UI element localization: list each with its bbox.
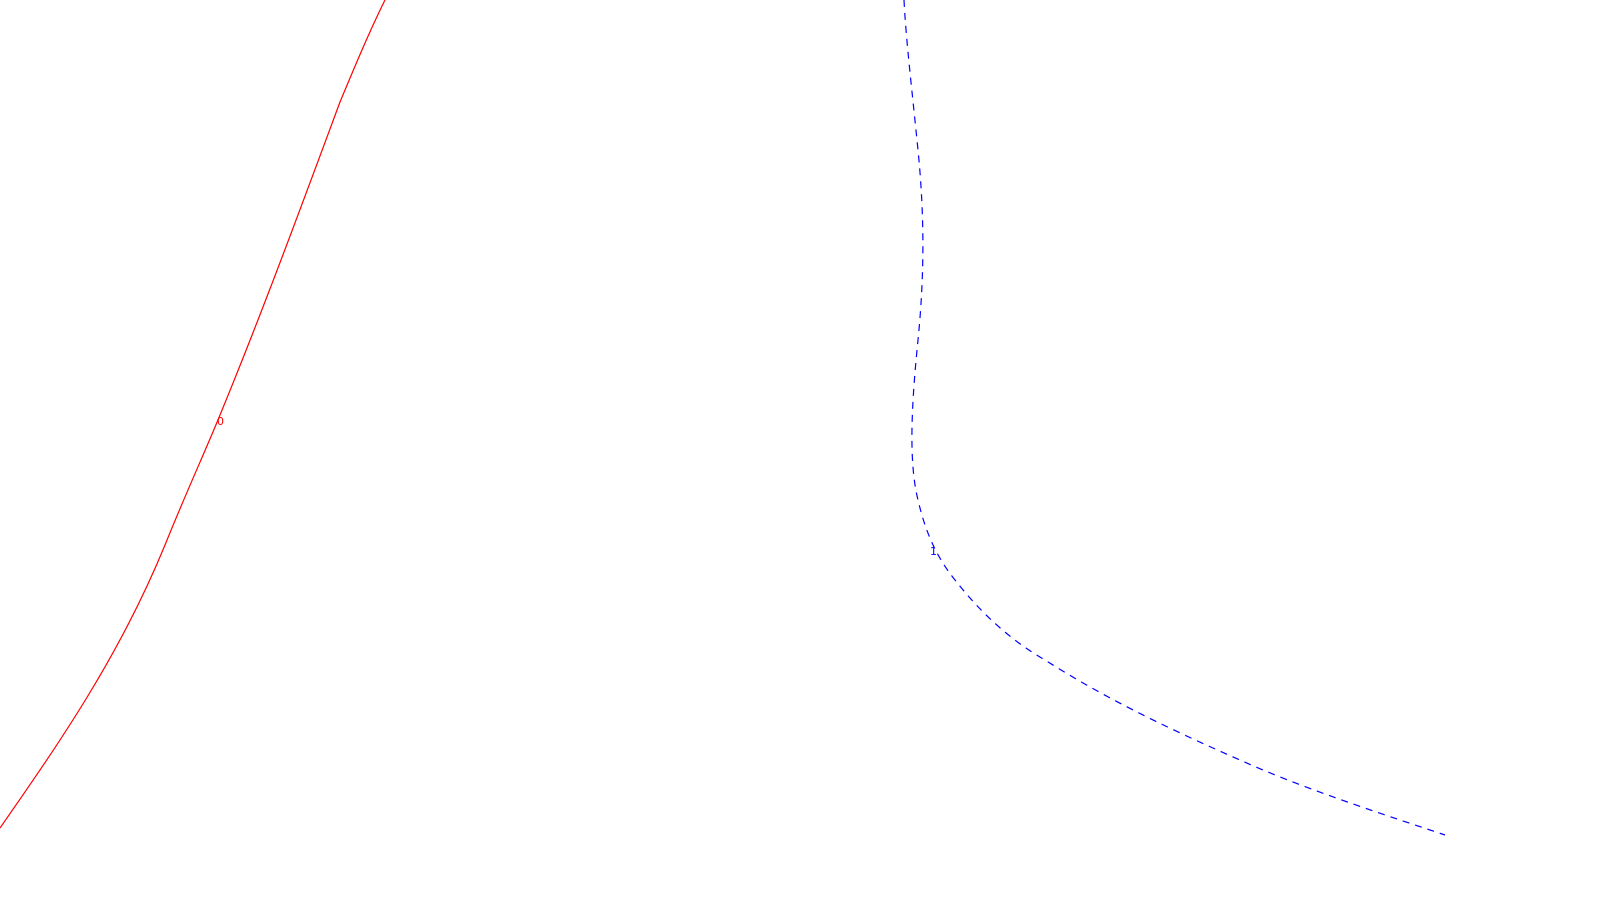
blue-dashed-curve (903, 0, 1446, 836)
red-solid-curve (0, 0, 386, 829)
red-curve-point-label: 0 (217, 415, 224, 428)
blue-curve-point-label: 1 (930, 545, 937, 558)
